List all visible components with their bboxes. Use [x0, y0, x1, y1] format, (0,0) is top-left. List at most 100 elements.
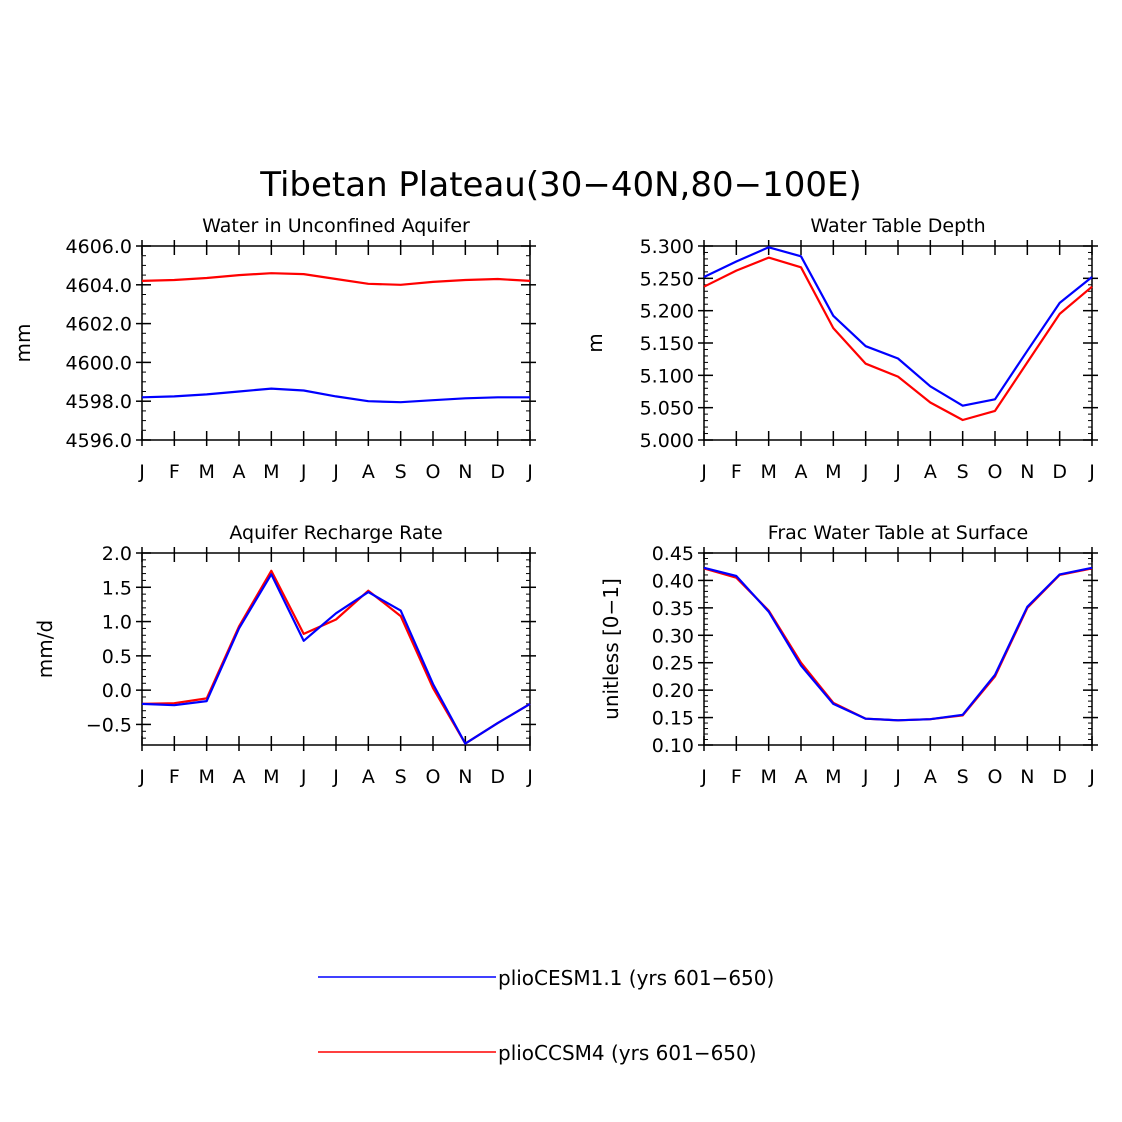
panel-title: Water Table Depth — [810, 215, 985, 237]
y-tick-label: 2.0 — [102, 543, 132, 565]
panel-frac-water-table-at-surface: Frac Water Table at Surface unitless [0−1… — [599, 522, 1098, 788]
y-tick-label: 5.200 — [640, 301, 694, 323]
plot-frame — [141, 245, 531, 441]
series-line-1 — [141, 573, 531, 745]
series-line-1 — [703, 246, 1093, 407]
x-tick-label: J — [300, 461, 307, 483]
y-axis-label: m — [583, 333, 607, 352]
x-tick-label: J — [862, 766, 869, 788]
legend-label-ccsm: plioCCSM4 (yrs 601−650) — [498, 1041, 757, 1065]
y-tick-label: −0.5 — [86, 714, 132, 736]
x-tick-label: O — [988, 766, 1003, 788]
series-line-0 — [141, 569, 531, 745]
x-tick-label: J — [332, 461, 339, 483]
series-line-0 — [703, 256, 1093, 422]
x-tick-label: J — [894, 461, 901, 483]
x-tick-label: N — [458, 766, 472, 788]
x-tick-label: J — [700, 766, 707, 788]
y-axis-label: mm/d — [33, 620, 57, 678]
x-tick-label: D — [1052, 461, 1067, 483]
legend-label-cesm: plioCESM1.1 (yrs 601−650) — [498, 966, 774, 990]
y-tick-label: 4604.0 — [66, 275, 132, 297]
series-line-1 — [141, 387, 530, 404]
y-tick-label: 1.5 — [102, 577, 132, 599]
x-tick-label: J — [526, 461, 533, 483]
x-tick-label: M — [263, 766, 279, 788]
y-tick-label: 0.35 — [652, 598, 694, 620]
x-tick-label: O — [426, 461, 441, 483]
y-tick-label: 4598.0 — [66, 391, 132, 413]
x-tick-label: A — [362, 461, 375, 483]
x-tick-label: J — [138, 461, 145, 483]
y-tick-label: 4600.0 — [66, 352, 132, 374]
x-tick-label: F — [731, 461, 742, 483]
y-tick-label: 4602.0 — [66, 314, 132, 336]
y-tick-label: 5.000 — [640, 430, 694, 452]
panel-title: Frac Water Table at Surface — [768, 522, 1028, 544]
x-tick-label: A — [924, 461, 937, 483]
x-tick-label: M — [760, 461, 776, 483]
x-tick-label: J — [862, 461, 869, 483]
x-tick-label: D — [490, 461, 505, 483]
y-tick-label: 0.5 — [102, 646, 132, 668]
x-tick-label: S — [957, 766, 969, 788]
x-tick-label: D — [490, 766, 505, 788]
y-tick-label: 4606.0 — [66, 236, 132, 258]
x-tick-label: A — [233, 461, 246, 483]
x-tick-label: O — [988, 461, 1003, 483]
y-axis-label: unitless [0−1] — [599, 578, 623, 720]
panel-water-table-depth: Water Table Depth m 5.000 5.050 5.100 5.150 5.… — [583, 215, 1098, 483]
plot-frame — [141, 552, 531, 746]
y-tick-label: 4596.0 — [66, 430, 132, 452]
y-tick-label: 0.30 — [652, 625, 694, 647]
x-tick-label: S — [395, 461, 407, 483]
y-tick-label: 0.0 — [102, 680, 132, 702]
y-tick-label: 5.100 — [640, 365, 694, 387]
y-tick-label: 5.300 — [640, 236, 694, 258]
y-tick-label: 0.45 — [652, 543, 694, 565]
y-axis-label: mm — [11, 324, 35, 363]
x-tick-label: A — [924, 766, 937, 788]
x-tick-label: D — [1052, 766, 1067, 788]
x-tick-label: M — [198, 461, 214, 483]
series-line-0 — [141, 272, 531, 286]
y-tick-label: 0.20 — [652, 680, 694, 702]
panel-title: Water in Unconfined Aquifer — [202, 215, 470, 237]
series-line-0 — [703, 567, 1093, 722]
x-tick-label: J — [300, 766, 307, 788]
y-tick-label: 5.050 — [640, 398, 694, 420]
legend: plioCESM1.1 (yrs 601−650) plioCCSM4 (yrs… — [318, 966, 774, 1065]
x-tick-label: J — [894, 766, 901, 788]
x-tick-label: A — [795, 766, 808, 788]
x-tick-label: N — [458, 461, 472, 483]
x-tick-label: A — [795, 461, 808, 483]
x-tick-label: N — [1020, 461, 1034, 483]
panel-water-in-unconfined-aquifer: Water in Unconfined Aquifer mm 4596.0 4598.… — [11, 215, 536, 483]
y-tick-label: 5.150 — [640, 333, 694, 355]
x-tick-label: N — [1020, 766, 1034, 788]
panel-aquifer-recharge-rate: Aquifer Recharge Rate mm/d −0.5 0.0 0.5 1.0 1.… — [33, 522, 536, 788]
x-tick-label: M — [760, 766, 776, 788]
x-tick-label: J — [1088, 766, 1095, 788]
x-tick-label: O — [426, 766, 441, 788]
x-tick-label: S — [957, 461, 969, 483]
y-tick-label: 1.0 — [102, 612, 132, 634]
plot-frame — [703, 552, 1093, 746]
x-tick-label: J — [138, 766, 145, 788]
x-tick-label: M — [825, 461, 841, 483]
x-tick-label: F — [169, 461, 180, 483]
x-tick-label: S — [395, 766, 407, 788]
y-tick-label: 5.250 — [640, 268, 694, 290]
x-tick-label: J — [700, 461, 707, 483]
x-tick-label: F — [731, 766, 742, 788]
x-tick-label: J — [332, 766, 339, 788]
x-tick-label: M — [263, 461, 279, 483]
y-tick-label: 0.25 — [652, 653, 694, 675]
x-tick-label: M — [825, 766, 841, 788]
y-tick-label: 0.40 — [652, 570, 694, 592]
x-tick-label: J — [1088, 461, 1095, 483]
x-tick-label: J — [526, 766, 533, 788]
x-tick-label: A — [362, 766, 375, 788]
y-tick-label: 0.15 — [652, 708, 694, 730]
